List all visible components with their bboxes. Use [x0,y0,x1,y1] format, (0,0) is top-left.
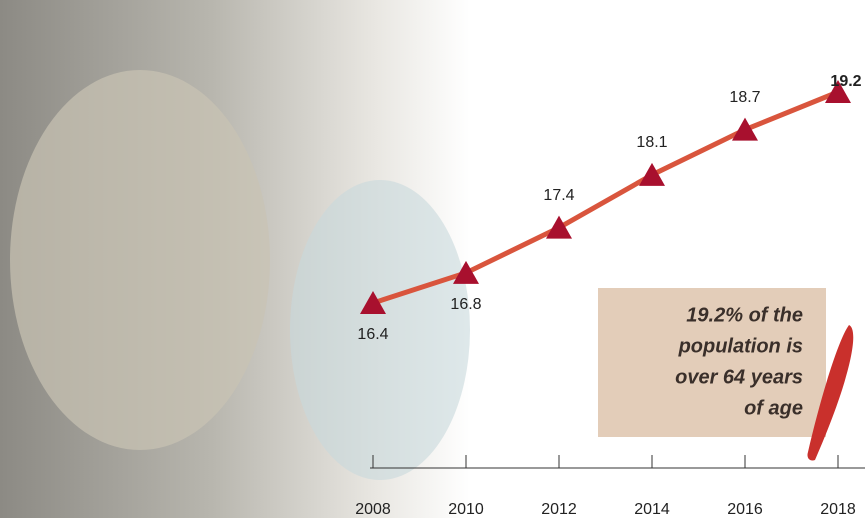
marker [732,117,758,141]
line [372,89,839,306]
annotation-text: population is [678,335,803,357]
data-label: 18.1 [636,134,667,151]
annotation-text: of age [744,397,803,419]
data-label: 16.8 [450,296,481,313]
x-tick-label: 2012 [541,501,577,518]
x-tick-label: 2014 [634,501,670,518]
marker [546,215,572,239]
marker [825,80,851,103]
x-tick-label: 2018 [820,501,856,518]
data-label: 16.4 [357,326,388,343]
annotation-box [598,288,826,437]
x-tick-label: 2010 [448,501,484,518]
data-label: 18.7 [729,89,760,106]
x-tick-label: 2008 [355,501,391,518]
exclamation-mark [807,325,854,461]
marker [360,291,386,314]
data-label: 17.4 [543,187,574,204]
x-tick-label: 2016 [727,501,763,518]
marker [453,260,479,284]
photo-figure [290,180,470,480]
annotation-text: 19.2% of the [686,304,803,326]
data-label: 19.2 [830,73,861,90]
annotation-text: over 64 years [675,366,803,388]
marker [639,162,665,186]
photo-figure [10,70,270,450]
